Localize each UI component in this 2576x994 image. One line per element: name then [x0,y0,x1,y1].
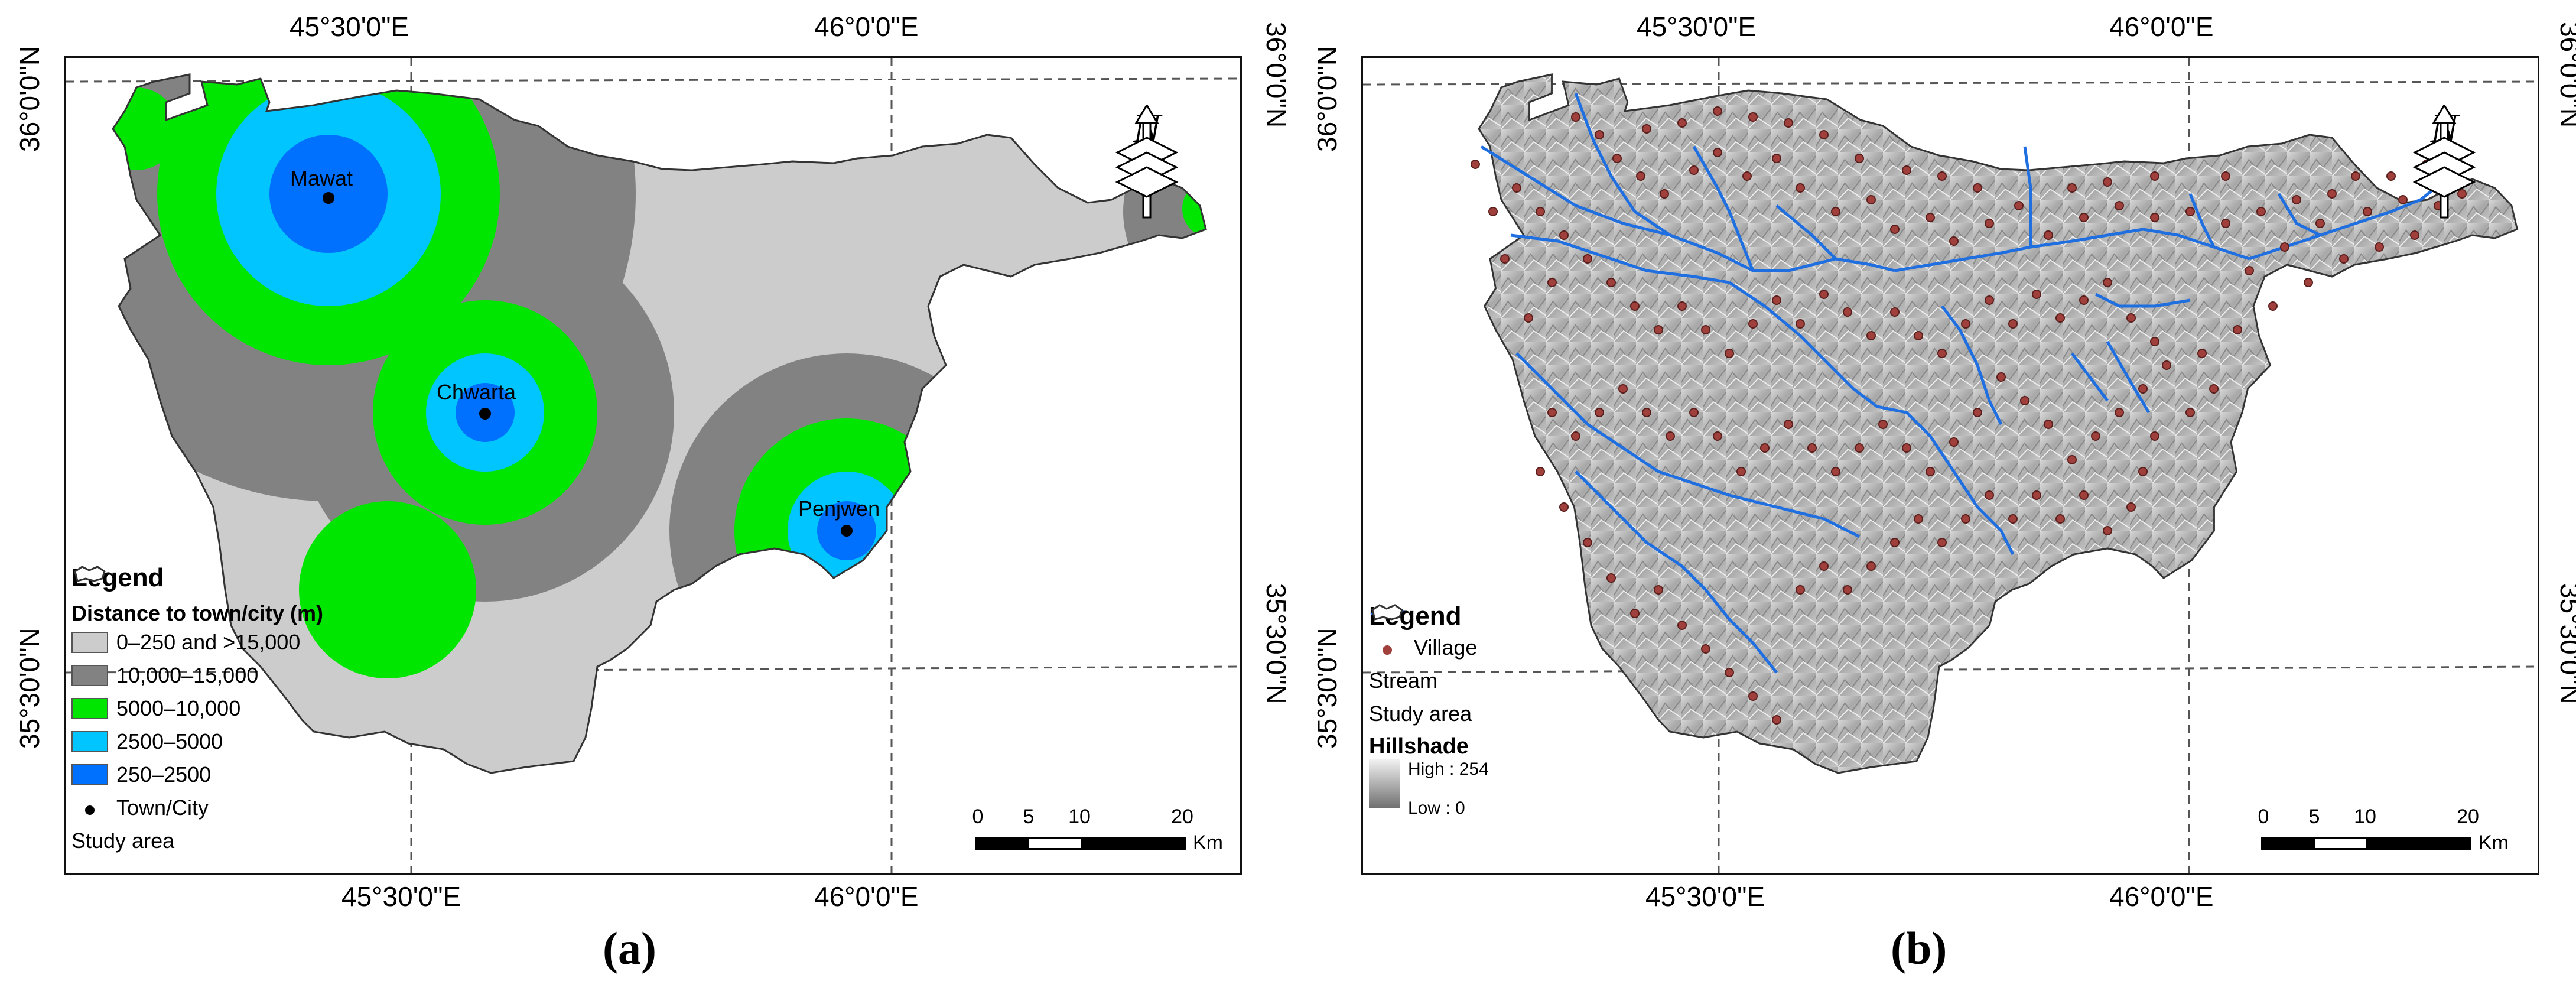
village-dot-icon [1369,635,1406,660]
legend-swatch [71,665,108,686]
legend-label: 5000–10,000 [116,696,241,720]
legend-swatch [71,632,108,653]
map-frame-a: Mawat Chwarta Penjwen N Legend Distance … [64,56,1242,875]
north-arrow-icon [1115,105,1179,219]
north-arrow: N [2403,105,2486,219]
town-point-mawat [323,192,334,204]
distance-map [66,58,1240,873]
scale-bar-b: 0 5 10 20 Km [2258,805,2509,855]
legend-subtitle: Distance to town/city (m) [71,601,324,625]
panel-b: 45°30'0"E 46°0'0"E 45°30'0"E 46°0'0"E 36… [1288,0,2576,994]
scale-tick: 0 [2258,805,2269,828]
village-points [1471,106,2467,725]
hillshade-high-label: High : 254 [1408,759,1489,779]
legend-a: Legend Distance to town/city (m) 0–250 a… [71,563,323,857]
top-coord-right: 46°0'0"E [814,11,919,42]
scale-tick: 20 [2457,805,2479,828]
scale-unit: Km [2479,831,2509,854]
scale-unit: Km [1193,831,1223,854]
legend-label: 2500–5000 [116,729,223,753]
panel-label-a: (a) [603,922,656,974]
bottom-coord-left: 45°30'0"E [1645,881,1765,912]
town-label-penjwen: Penjwen [798,496,880,521]
scale-tick: 20 [1171,805,1193,828]
town-label-chwarta: Chwarta [437,380,516,404]
scale-tick: 5 [1023,805,1035,828]
top-coord-left: 45°30'0"E [290,11,409,42]
legend-b: Legend Village Stream Study area Hillsha… [1369,602,1489,818]
bottom-coord-right: 46°0'0"E [2109,881,2214,912]
legend-item-study: Study area [71,566,323,857]
study-area-outline [112,73,1207,774]
panel-a: 45°30'0"E 46°0'0"E 45°30'0"E 46°0'0"E 36… [14,11,1292,974]
top-coord-left: 45°30'0"E [1637,11,1757,42]
study-area-hillshade [1478,73,2519,774]
right-coord-top: 36°0'0"N [2555,22,2576,128]
right-coord-top: 36°0'0"N [1261,22,1292,128]
legend-label: Stream [1369,668,1438,693]
legend-item-town: Town/City [71,791,323,824]
hillshade-ramp: High : 254 Low : 0 [1369,759,1489,818]
bottom-coord-right: 46°0'0"E [814,881,919,912]
hillshade-map [1363,58,2538,873]
scale-ticks: 0 5 10 20 [2258,805,2509,831]
legend-item: 2500–5000 [71,725,323,758]
legend-item: 10,000–15,000 [71,659,323,692]
legend-swatch [71,764,108,785]
legend-item: 0–250 and >15,000 [71,626,323,659]
left-coord-top: 36°0'0"N [14,46,45,152]
legend-item: 5000–10,000 [71,692,323,725]
stream-network [1480,93,2451,674]
scale-graphic [975,836,1186,850]
hillshade-low-label: Low : 0 [1408,798,1465,818]
north-arrow: N [1105,105,1188,219]
scale-tick: 10 [2354,805,2376,828]
map-frame-b: N Legend Village Stream [1361,56,2539,875]
town-point-penjwen [841,525,853,537]
legend-item-study: Study area [1369,604,1489,730]
scale-ticks: 0 5 10 20 [972,805,1224,831]
legend-item-stream: Stream [1369,608,1489,697]
right-coord-bottom: 35°30'0"N [2555,583,2576,704]
scale-tick: 5 [2308,805,2320,828]
legend-swatch [71,698,108,719]
study-area-icon [74,566,106,582]
scale-tick: 0 [972,805,984,828]
town-dot-icon [71,795,108,820]
legend-label: 0–250 and >15,000 [116,630,301,654]
legend-label: 10,000–15,000 [116,663,259,687]
north-arrow-icon [2412,105,2476,219]
panel-label-b: (b) [1891,922,1947,974]
right-coord-bottom: 35°30'0"N [1261,583,1292,704]
bottom-coord-left: 45°30'0"E [341,881,461,912]
hillshade-color-ramp [1369,759,1400,808]
scale-graphic [2261,836,2471,850]
legend-item: 250–2500 [71,758,323,791]
legend-label: Study area [71,829,175,853]
legend-label: 250–2500 [116,762,212,787]
legend-label: Village [1414,635,1478,660]
left-coord-bottom: 35°30'0"N [1312,628,1342,749]
scale-tick: 10 [1068,805,1091,828]
top-coord-right: 46°0'0"E [2109,11,2214,42]
legend-swatch [71,731,108,752]
legend-label: Study area [1369,701,1472,726]
legend-item-village: Village [1369,631,1489,664]
study-area-icon [1371,604,1403,621]
left-coord-bottom: 35°30'0"N [14,628,45,749]
town-label-mawat: Mawat [290,166,353,190]
town-point-chwarta [479,408,491,420]
left-coord-top: 36°0'0"N [1312,46,1342,152]
hillshade-title: Hillshade [1369,734,1469,759]
legend-label: Town/City [116,795,209,820]
scale-bar-a: 0 5 10 20 Km [972,805,1224,855]
legend-title: Legend [71,563,164,592]
